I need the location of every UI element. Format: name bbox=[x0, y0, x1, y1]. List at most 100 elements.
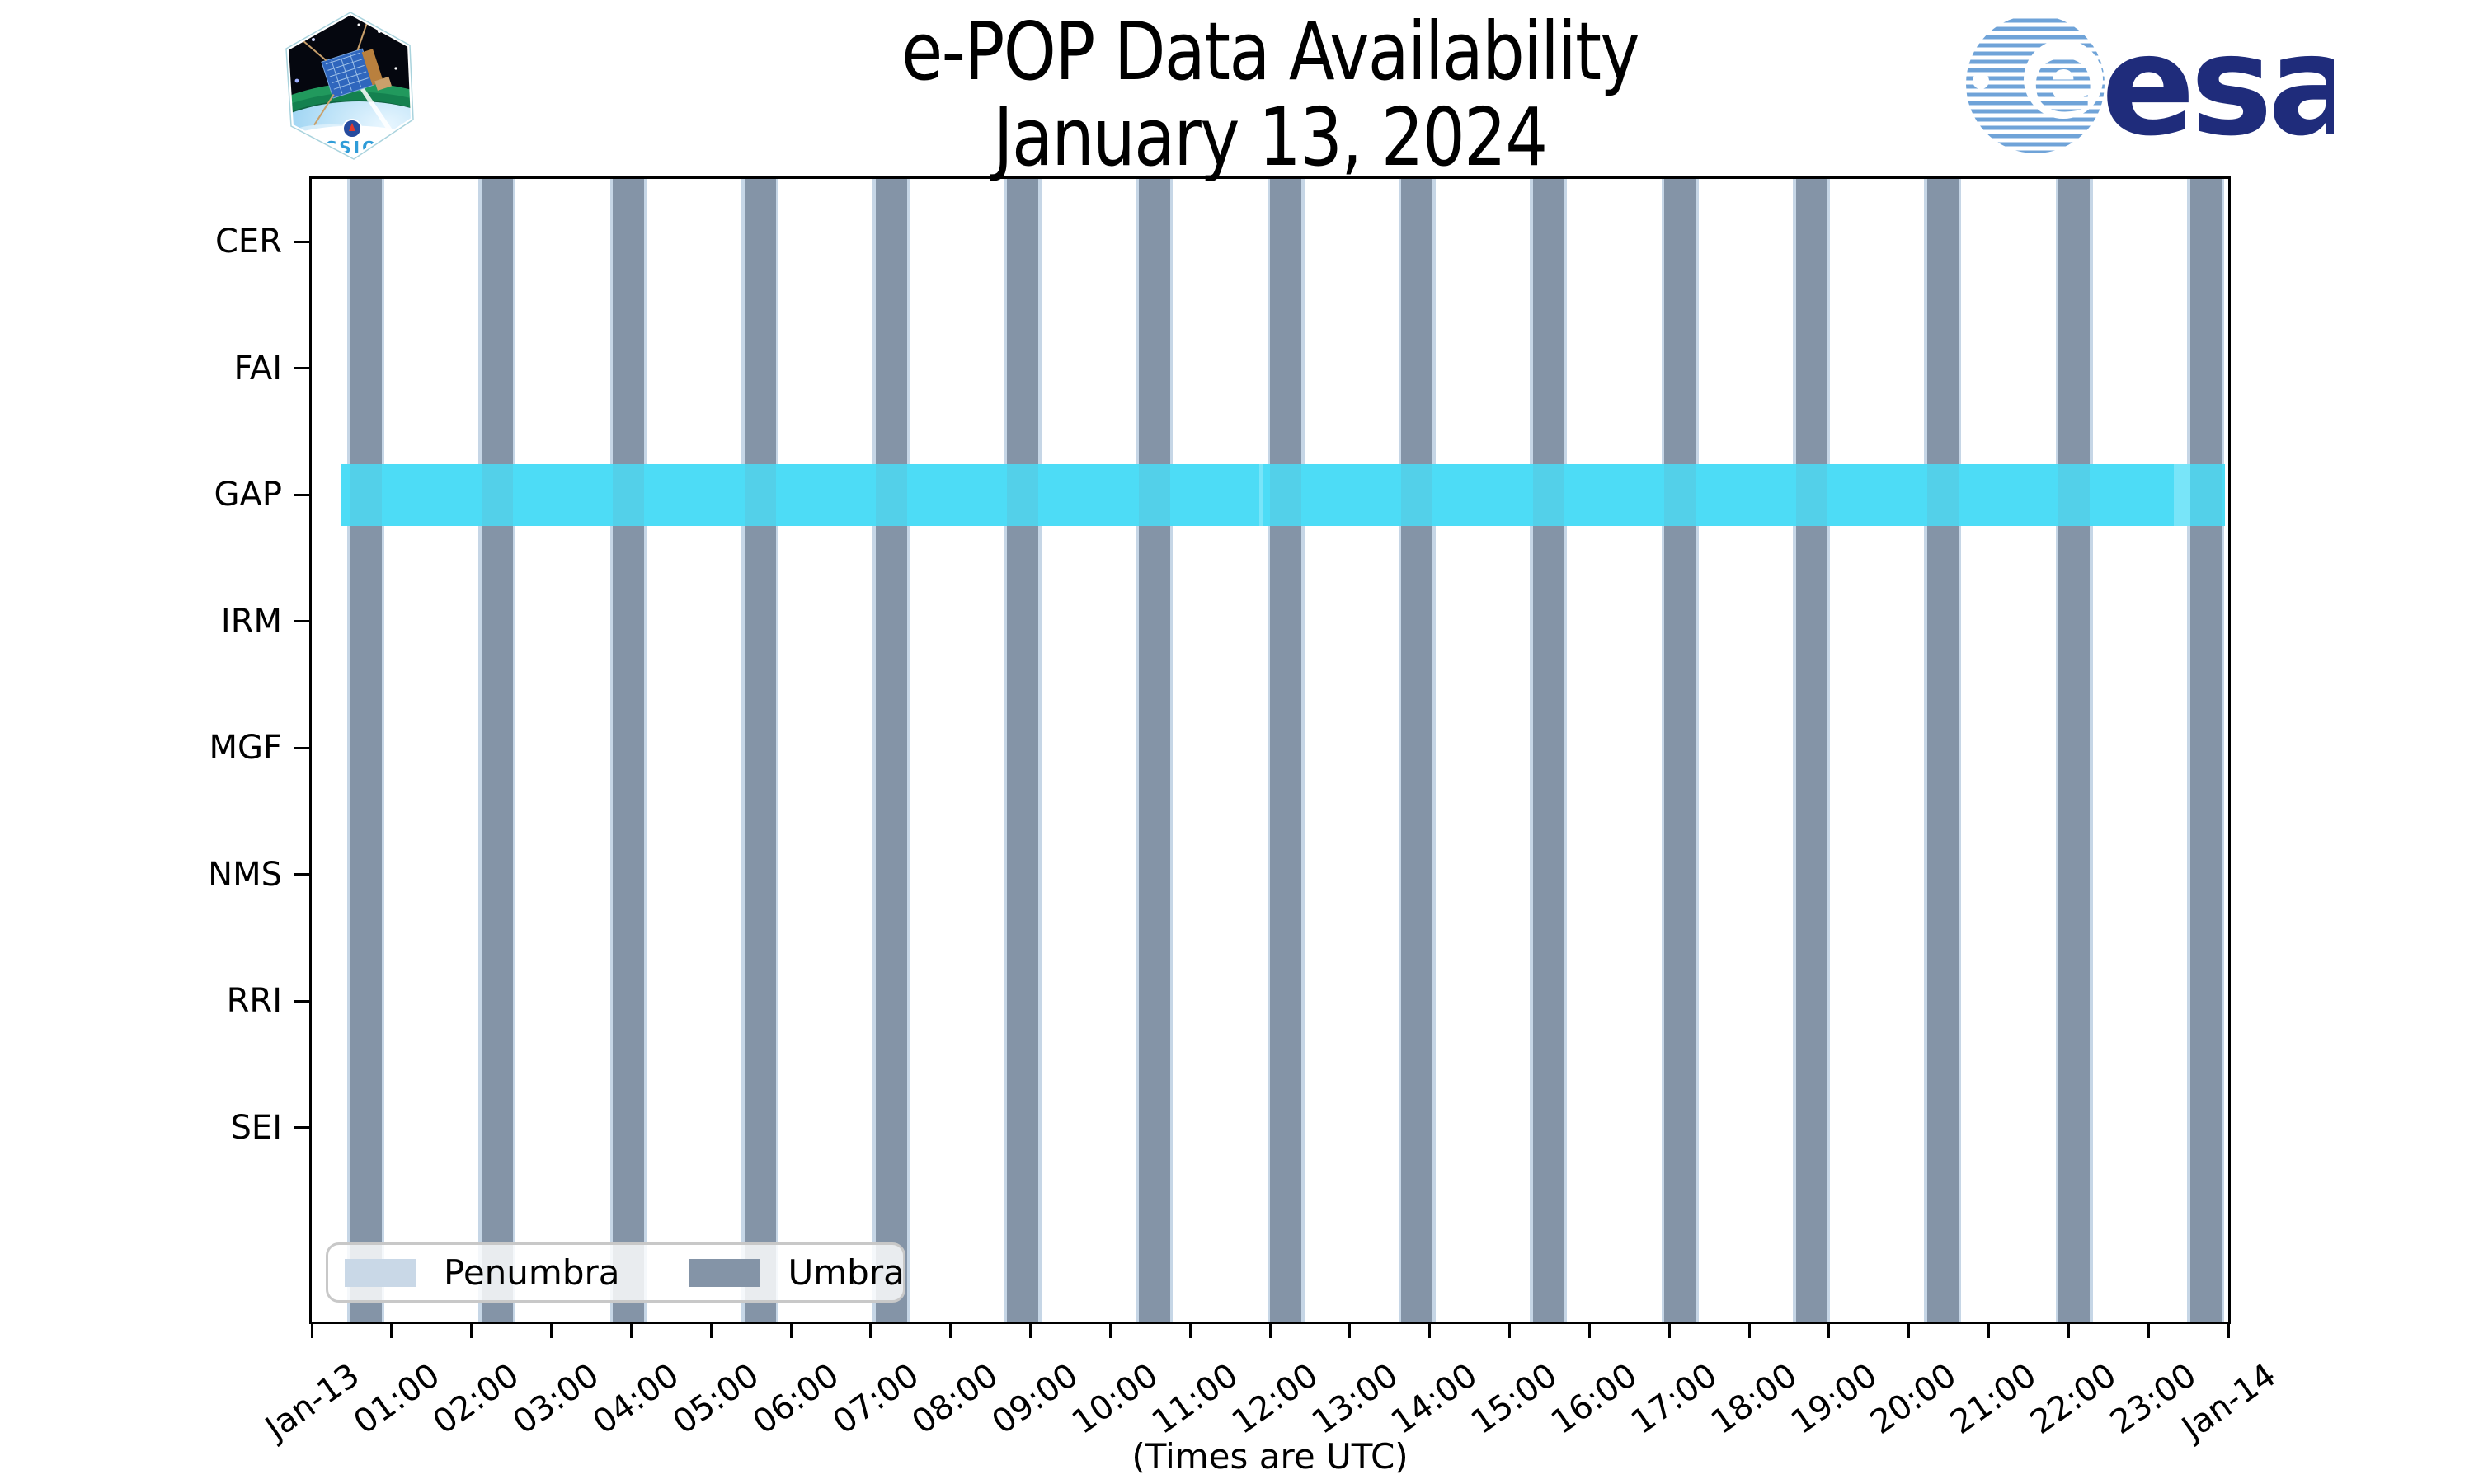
x-tick-1 bbox=[390, 1322, 393, 1338]
penumbra-strip-left-7 bbox=[1267, 179, 1271, 1322]
penumbra-strip-right-14 bbox=[2221, 179, 2225, 1322]
availability-umbra-overlap-12 bbox=[1926, 463, 1959, 526]
penumbra-strip-left-6 bbox=[1136, 179, 1139, 1322]
availability-umbra-overlap-4 bbox=[875, 463, 907, 526]
esa-globe-icon: e bbox=[1966, 15, 2105, 153]
x-tick-label-20: 20:00 bbox=[1864, 1356, 1964, 1442]
x-tick-label-2: 02:00 bbox=[426, 1356, 527, 1442]
x-tick-label-13: 13:00 bbox=[1305, 1356, 1405, 1442]
y-tick-sei bbox=[294, 1126, 310, 1129]
row-label-cer: CER bbox=[215, 223, 282, 261]
umbra-bar-1 bbox=[481, 179, 513, 1322]
row-label-rri: RRI bbox=[226, 982, 282, 1020]
x-tick-label-0: Jan-13 bbox=[258, 1356, 367, 1448]
penumbra-strip-left-5 bbox=[1004, 179, 1008, 1322]
plot-area bbox=[312, 179, 2228, 1322]
x-tick-label-5: 05:00 bbox=[666, 1356, 766, 1442]
umbra-bar-0 bbox=[350, 179, 382, 1322]
availability-umbra-overlap-6 bbox=[1138, 463, 1170, 526]
x-tick-16 bbox=[1587, 1322, 1591, 1338]
row-label-fai: FAI bbox=[233, 349, 283, 387]
penumbra-strip-left-4 bbox=[872, 179, 876, 1322]
legend-swatch-umbra bbox=[689, 1258, 760, 1287]
availability-umbra-overlap-7 bbox=[1270, 463, 1302, 526]
penumbra-strip-left-1 bbox=[478, 179, 482, 1322]
x-tick-label-14: 14:00 bbox=[1385, 1356, 1485, 1442]
x-tick-17 bbox=[1667, 1322, 1671, 1338]
x-tick-9 bbox=[1029, 1322, 1032, 1338]
chart-subtitle: January 13, 2024 bbox=[993, 91, 1548, 184]
availability-umbra-overlap-5 bbox=[1007, 463, 1039, 526]
x-tick-label-17: 17:00 bbox=[1624, 1356, 1724, 1442]
umbra-bar-13 bbox=[2058, 179, 2091, 1322]
cassiope-mission-patch: CASSIOPE bbox=[272, 7, 425, 168]
y-tick-gap bbox=[294, 493, 310, 496]
penumbra-strip-left-10 bbox=[1661, 179, 1665, 1322]
umbra-bar-6 bbox=[1138, 179, 1170, 1322]
penumbra-strip-right-7 bbox=[1301, 179, 1305, 1322]
x-tick-23 bbox=[2147, 1322, 2150, 1338]
umbra-bar-4 bbox=[875, 179, 907, 1322]
umbra-bar-12 bbox=[1926, 179, 1959, 1322]
availability-umbra-overlap-11 bbox=[1795, 463, 1827, 526]
availability-umbra-overlap-10 bbox=[1664, 463, 1696, 526]
x-tick-7 bbox=[869, 1322, 872, 1338]
availability-umbra-overlap-1 bbox=[481, 463, 513, 526]
x-tick-4 bbox=[629, 1322, 633, 1338]
x-axis-caption: (Times are UTC) bbox=[1131, 1436, 1409, 1477]
umbra-bar-2 bbox=[613, 179, 645, 1322]
cassiope-patch-label: CASSIOPE bbox=[296, 138, 407, 157]
x-tick-8 bbox=[949, 1322, 952, 1338]
row-label-mgf: MGF bbox=[209, 729, 282, 767]
y-tick-mgf bbox=[294, 746, 310, 749]
penumbra-strip-right-1 bbox=[512, 179, 516, 1322]
availability-umbra-overlap-0 bbox=[350, 463, 382, 526]
row-label-nms: NMS bbox=[208, 855, 282, 894]
y-tick-nms bbox=[294, 873, 310, 876]
x-tick-label-4: 04:00 bbox=[586, 1356, 686, 1442]
availability-light-patch-0 bbox=[1259, 463, 1263, 526]
y-tick-fai bbox=[294, 367, 310, 369]
esa-wordmark: esa bbox=[2101, 8, 2334, 165]
x-tick-0 bbox=[310, 1322, 313, 1338]
availability-umbra-overlap-3 bbox=[744, 463, 776, 526]
esa-logo: e esa bbox=[1963, 5, 2361, 168]
penumbra-strip-right-6 bbox=[1169, 179, 1174, 1322]
y-tick-irm bbox=[294, 620, 310, 622]
x-tick-label-9: 09:00 bbox=[985, 1356, 1085, 1442]
penumbra-strip-left-12 bbox=[1924, 179, 1927, 1322]
penumbra-strip-right-4 bbox=[906, 179, 910, 1322]
penumbra-strip-right-13 bbox=[2090, 179, 2093, 1322]
penumbra-strip-left-14 bbox=[2187, 179, 2190, 1322]
penumbra-strip-left-0 bbox=[346, 179, 350, 1322]
x-tick-label-11: 11:00 bbox=[1145, 1356, 1245, 1442]
x-tick-label-19: 19:00 bbox=[1784, 1356, 1884, 1442]
penumbra-strip-right-9 bbox=[1564, 179, 1568, 1322]
availability-umbra-overlap-13 bbox=[2058, 463, 2091, 526]
availability-umbra-overlap-9 bbox=[1532, 463, 1564, 526]
x-tick-18 bbox=[1747, 1322, 1751, 1338]
umbra-bar-5 bbox=[1007, 179, 1039, 1322]
penumbra-strip-right-5 bbox=[1038, 179, 1042, 1322]
chart-title: e-POP Data Availability bbox=[901, 5, 1639, 98]
legend-label-umbra: Umbra bbox=[788, 1252, 905, 1293]
availability-umbra-overlap-2 bbox=[613, 463, 645, 526]
x-tick-label-16: 16:00 bbox=[1544, 1356, 1644, 1442]
x-tick-12 bbox=[1268, 1322, 1272, 1338]
penumbra-strip-left-13 bbox=[2055, 179, 2059, 1322]
esa-logo-graphic: e esa bbox=[1966, 5, 2361, 167]
x-tick-label-10: 10:00 bbox=[1065, 1356, 1165, 1442]
umbra-bar-3 bbox=[744, 179, 776, 1322]
x-tick-13 bbox=[1348, 1322, 1352, 1338]
row-label-sei: SEI bbox=[230, 1108, 282, 1147]
penumbra-strip-right-2 bbox=[644, 179, 647, 1322]
svg-text:e: e bbox=[2032, 26, 2095, 133]
penumbra-strip-right-10 bbox=[1696, 179, 1699, 1322]
x-tick-22 bbox=[2067, 1322, 2070, 1338]
penumbra-strip-right-12 bbox=[1958, 179, 1962, 1322]
umbra-bar-7 bbox=[1270, 179, 1302, 1322]
x-tick-11 bbox=[1188, 1322, 1192, 1338]
availability-umbra-overlap-8 bbox=[1401, 463, 1433, 526]
x-tick-6 bbox=[789, 1322, 793, 1338]
